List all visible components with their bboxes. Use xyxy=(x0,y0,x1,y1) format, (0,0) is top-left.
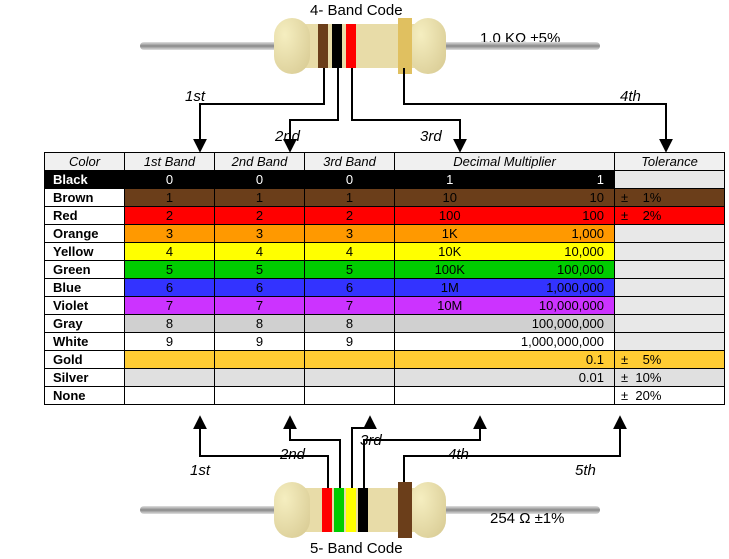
table-row: Violet77710M10,000,000 xyxy=(45,297,725,315)
col-header: 1st Band xyxy=(125,153,215,171)
title-bottom: 5- Band Code xyxy=(310,540,403,557)
table-row: Yellow44410K10,000 xyxy=(45,243,725,261)
resistor-color-table: Color1st Band2nd Band3rd BandDecimal Mul… xyxy=(44,152,725,405)
table-row: Blue6661M1,000,000 xyxy=(45,279,725,297)
table-row: Red222100100± 2% xyxy=(45,207,725,225)
table-row: Black00011 xyxy=(45,171,725,189)
table-row: Orange3331K1,000 xyxy=(45,225,725,243)
col-header: Decimal Multiplier xyxy=(395,153,615,171)
table-row: Brown1111010± 1% xyxy=(45,189,725,207)
table-row: Gray888100,000,000 xyxy=(45,315,725,333)
callout-2nd-bot: 2nd xyxy=(280,446,305,463)
col-header: 2nd Band xyxy=(215,153,305,171)
table-row: None± 20% xyxy=(45,387,725,405)
table-row: Silver0.01± 10% xyxy=(45,369,725,387)
callout-3rd-top: 3rd xyxy=(420,128,442,145)
table-row: Gold0.1± 5% xyxy=(45,351,725,369)
example-value-bottom: 254 Ω ±1% xyxy=(490,510,565,527)
resistor-5band xyxy=(0,0,729,60)
col-header: 3rd Band xyxy=(305,153,395,171)
callout-4th-top: 4th xyxy=(620,88,641,105)
callout-1st-bot: 1st xyxy=(190,462,210,479)
callout-4th-bot: 4th xyxy=(448,446,469,463)
col-header: Tolerance xyxy=(615,153,725,171)
callout-2nd-top: 2nd xyxy=(275,128,300,145)
table-row: Green555100K100,000 xyxy=(45,261,725,279)
callout-5th-bot: 5th xyxy=(575,462,596,479)
callout-1st-top: 1st xyxy=(185,88,205,105)
table-row: White9991,000,000,000 xyxy=(45,333,725,351)
callout-3rd-bot: 3rd xyxy=(360,432,382,449)
col-header: Color xyxy=(45,153,125,171)
